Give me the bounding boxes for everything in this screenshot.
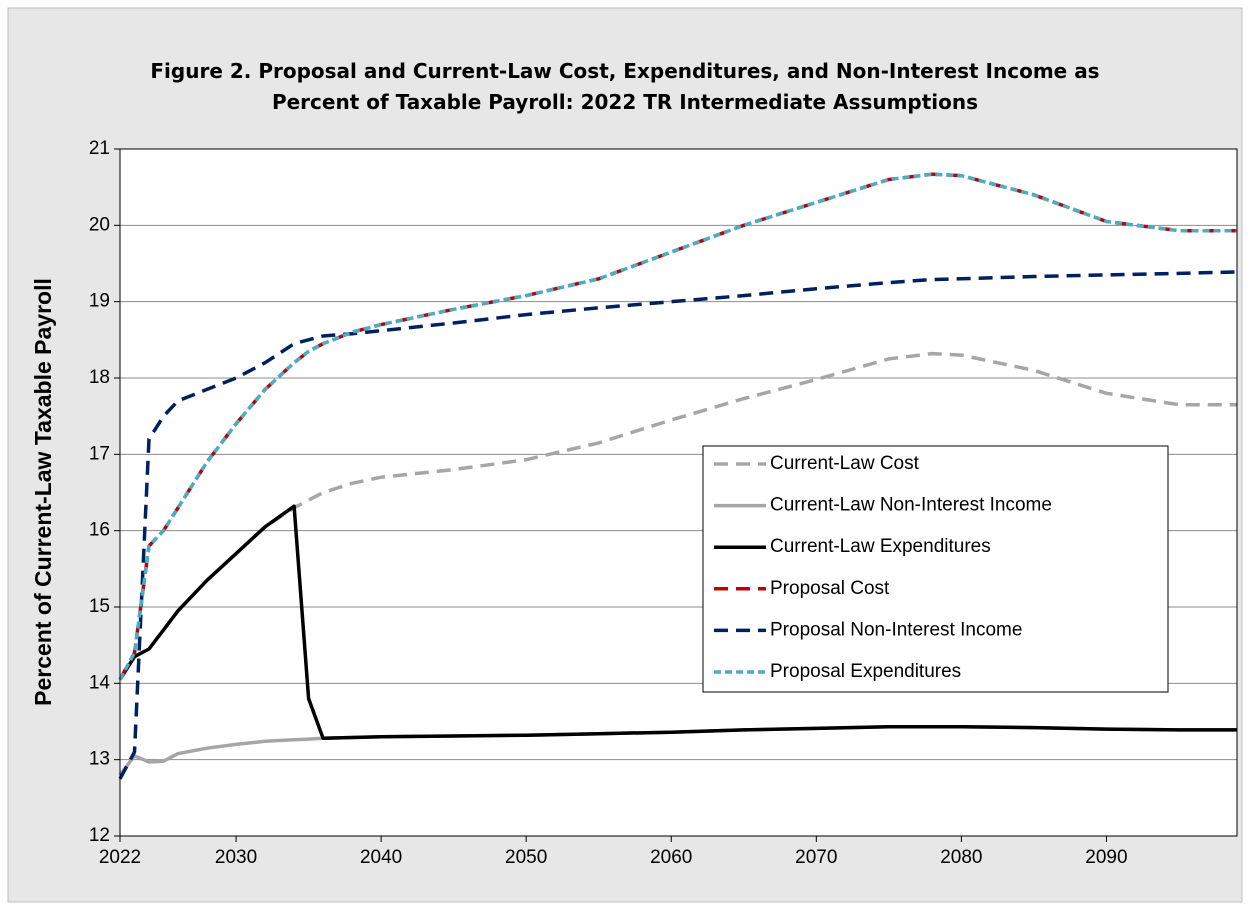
- y-tick-label: 13: [89, 749, 110, 770]
- y-tick-label: 20: [89, 214, 110, 235]
- y-tick-label: 14: [89, 672, 111, 693]
- legend: Current-Law Cost Current-Law Non-Interest…: [702, 445, 1169, 693]
- legend-label: Proposal Cost: [770, 578, 890, 599]
- plot-border: [119, 148, 1238, 837]
- y-tick-label: 15: [89, 596, 110, 617]
- x-tick-label: 2030: [215, 847, 257, 868]
- x-tick-label: 2040: [360, 847, 402, 868]
- legend-label: Current-Law Non-Interest Income: [770, 495, 1052, 516]
- legend-label: Proposal Non-Interest Income: [770, 619, 1022, 640]
- series-line: [118, 270, 1238, 780]
- chart-title: Figure 2. Proposal and Current-Law Cost,…: [150, 59, 1100, 114]
- x-tick-label: 2050: [505, 847, 547, 868]
- x-tick-label: 2080: [940, 847, 982, 868]
- legend-box: [702, 445, 1169, 693]
- series-line: [118, 504, 1237, 741]
- y-tick-label: 18: [89, 367, 110, 388]
- x-tick-label: 2090: [1085, 847, 1127, 868]
- y-axis-label: Percent of Current-Law Taxable Payroll: [30, 278, 56, 706]
- legend-label: Current-Law Expenditures: [770, 536, 991, 557]
- series-line: [118, 172, 1237, 681]
- legend-label: Proposal Expenditures: [770, 661, 961, 682]
- y-tick-label: 21: [89, 138, 110, 159]
- y-tick-label: 12: [89, 825, 110, 846]
- legend-label: Current-Law Cost: [770, 453, 920, 474]
- y-tick-label: 19: [89, 291, 110, 312]
- y-tick-label: 17: [89, 443, 110, 464]
- x-tick-label: 2022: [99, 847, 141, 868]
- lines: [118, 172, 1238, 780]
- x-tick-label: 2060: [650, 847, 692, 868]
- x-tick-label: 2070: [795, 847, 837, 868]
- y-tick-label: 16: [89, 520, 110, 541]
